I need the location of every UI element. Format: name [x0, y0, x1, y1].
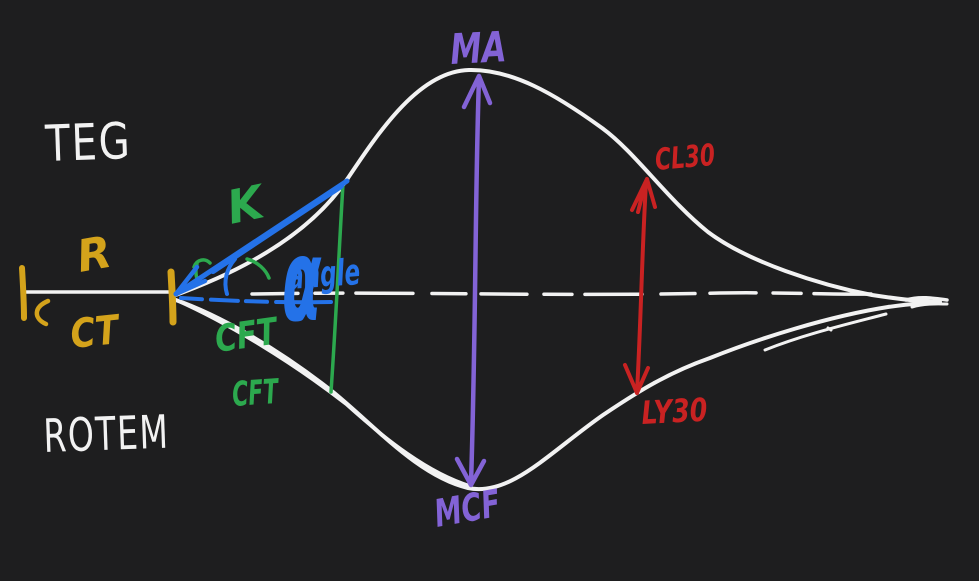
origin-tick-mark	[167, 268, 177, 326]
alpha-dashed-baseline	[179, 296, 333, 305]
purple-strokes	[454, 73, 493, 488]
left-tick-hook	[34, 298, 51, 327]
cl30-arrowhead-up	[630, 177, 657, 214]
alpha-slope-overlap-stroke	[210, 183, 344, 274]
dashed-centerline	[250, 291, 874, 297]
ma-mcf-arrow-line	[468, 75, 482, 486]
teg-label: TEG	[44, 112, 133, 173]
ly30-arrowhead-down	[623, 363, 650, 395]
left-tick-mark	[19, 265, 27, 321]
cl30-ly30-arrow-line	[635, 181, 648, 394]
lower-tail-second-stroke	[763, 312, 888, 352]
green-strokes	[192, 182, 345, 394]
lower-curve-second-stroke	[174, 298, 472, 488]
cl30-label: CL30	[654, 138, 717, 178]
mcf-arrowhead-down	[454, 456, 487, 488]
cft-upper-label: CFT	[212, 309, 282, 361]
lower-tracing-curve	[171, 297, 942, 492]
tail-scribble-top	[904, 295, 949, 302]
tail-dot	[826, 326, 833, 332]
ly30-label: LY30	[640, 391, 708, 432]
origin-green-arc	[245, 257, 271, 280]
ct-label: CT	[68, 307, 123, 358]
tail-scribble-bottom	[910, 302, 949, 309]
ma-label: MA	[449, 22, 507, 74]
alpha-angle-arc	[223, 257, 237, 296]
ma-arrowhead-up	[461, 73, 493, 110]
alpha-slope-arrowhead	[173, 264, 208, 297]
blue-strokes	[173, 178, 350, 305]
angle-label: angle	[287, 252, 362, 298]
cft-lower-label: CFT	[231, 372, 281, 415]
k-cft-measure-line	[329, 182, 345, 394]
yellow-strokes	[19, 265, 177, 327]
rotem-label: ROTEM	[42, 405, 170, 463]
red-strokes	[623, 177, 657, 395]
alpha-symbol: α	[282, 215, 322, 348]
